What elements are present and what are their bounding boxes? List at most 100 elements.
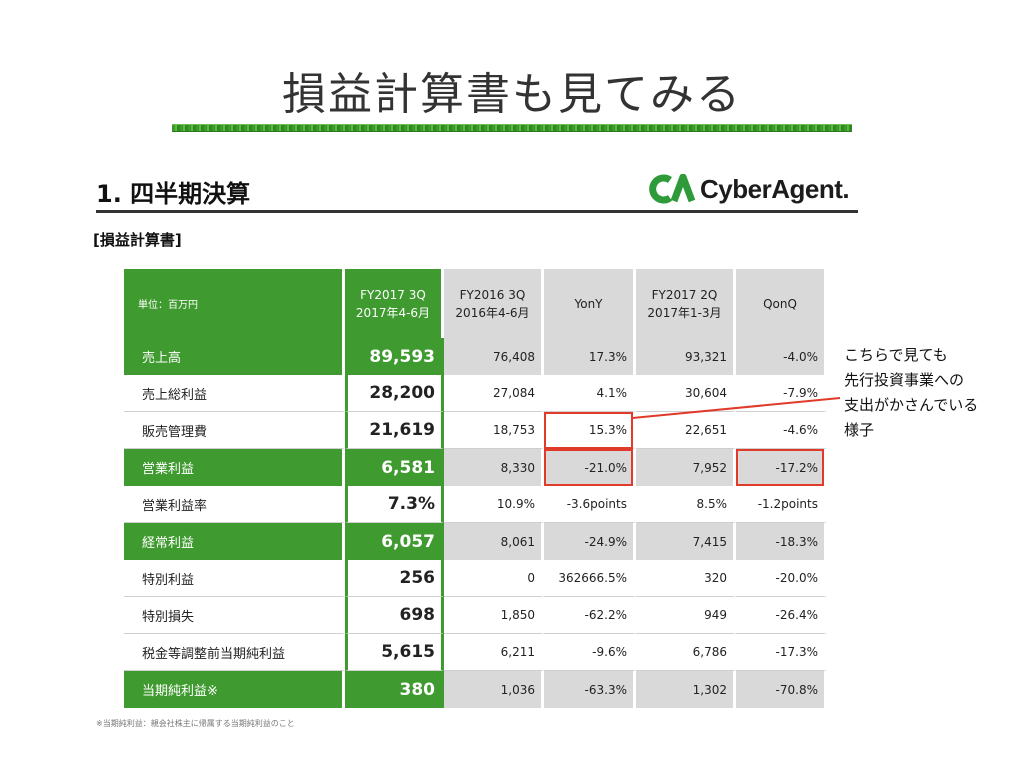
- table-cell: 8,061: [444, 523, 544, 560]
- logo-wordmark: CyberAgent.: [700, 173, 850, 204]
- header-line: 2016年4-6月: [455, 305, 530, 320]
- header-line: YonY: [574, 296, 603, 311]
- table-cell: 6,786: [636, 634, 736, 671]
- table-cell: -18.3%: [736, 523, 827, 560]
- table-cell: -26.4%: [736, 597, 827, 634]
- table-cell: 1,036: [444, 671, 544, 708]
- current-quarter-value: 21,619: [345, 412, 444, 449]
- row-label: 販売管理費: [124, 412, 345, 449]
- header-qonq: QonQ: [736, 269, 827, 338]
- header-yony: YonY: [544, 269, 636, 338]
- table-row: 売上総利益 28,200 27,084 4.1% 30,604 -7.9%: [124, 375, 827, 412]
- table-cell: 320: [636, 560, 736, 597]
- table-cell: 362666.5%: [544, 560, 636, 597]
- current-quarter-value: 256: [345, 560, 444, 597]
- current-quarter-value: 28,200: [345, 375, 444, 412]
- table-cell: -3.6points: [544, 486, 636, 523]
- row-label: 特別利益: [124, 560, 345, 597]
- table-header-row: 単位：百万円 FY2017 3Q 2017年4-6月 FY2016 3Q 2016年4-…: [124, 269, 827, 338]
- table-cell: 22,651: [636, 412, 736, 449]
- table-cell: 27,084: [444, 375, 544, 412]
- table-cell: -70.8%: [736, 671, 827, 708]
- table-cell: 949: [636, 597, 736, 634]
- income-statement-table: 単位：百万円 FY2017 3Q 2017年4-6月 FY2016 3Q 2016年4-…: [124, 269, 827, 708]
- row-label: 売上総利益: [124, 375, 345, 412]
- table-cell: -17.3%: [736, 634, 827, 671]
- section-rule: [96, 210, 858, 213]
- table-cell: -20.0%: [736, 560, 827, 597]
- header-fy2016-3q: FY2016 3Q 2016年4-6月: [444, 269, 544, 338]
- table-cell: -63.3%: [544, 671, 636, 708]
- table-row: 当期純利益※ 380 1,036 -63.3% 1,302 -70.8%: [124, 671, 827, 708]
- header-line: 単位：百万円: [138, 300, 198, 311]
- annotation-line: 支出がかさんでいる: [844, 396, 979, 414]
- table-cell: 30,604: [636, 375, 736, 412]
- table-row: 営業利益率 7.3% 10.9% -3.6points 8.5% -1.2points: [124, 486, 827, 523]
- table-row: 売上高 89,593 76,408 17.3% 93,321 -4.0%: [124, 338, 827, 375]
- current-quarter-value: 698: [345, 597, 444, 634]
- header-line: 2017年4-6月: [355, 305, 431, 320]
- table-cell: -4.0%: [736, 338, 827, 375]
- row-label: 税金等調整前当期純利益: [124, 634, 345, 671]
- slide-title: 損益計算書も見てみる: [282, 69, 742, 120]
- annotation-line: こちらで見ても: [844, 346, 948, 364]
- annotation-line: 先行投資事業への: [844, 371, 965, 389]
- current-quarter-value: 5,615: [345, 634, 444, 671]
- section-title: 1. 四半期決算: [96, 180, 251, 208]
- table-cell: 4.1%: [544, 375, 636, 412]
- annotation-line: 様子: [844, 421, 875, 439]
- header-fy2017-3q: FY2017 3Q 2017年4-6月: [345, 269, 444, 338]
- row-label: 営業利益: [124, 449, 345, 486]
- header-line: QonQ: [763, 296, 797, 311]
- cyberagent-logo: CyberAgent.: [648, 173, 850, 205]
- header-line: FY2017 3Q: [360, 287, 426, 302]
- ca-logo-icon: [649, 174, 696, 204]
- current-quarter-value: 7.3%: [345, 486, 444, 523]
- table-cell: -62.2%: [544, 597, 636, 634]
- table-footnote: ※当期純利益：親会社株主に帰属する当期純利益のこと: [96, 719, 295, 728]
- table-cell: -24.9%: [544, 523, 636, 560]
- table-cell: 8,330: [444, 449, 544, 486]
- row-label: 特別損失: [124, 597, 345, 634]
- table-cell: 15.3%: [544, 412, 636, 449]
- table-cell: -17.2%: [736, 449, 827, 486]
- header-unit: 単位：百万円: [124, 269, 345, 338]
- table-row: 経常利益 6,057 8,061 -24.9% 7,415 -18.3%: [124, 523, 827, 560]
- table-cell: 18,753: [444, 412, 544, 449]
- table-cell: 7,952: [636, 449, 736, 486]
- table-row: 税金等調整前当期純利益 5,615 6,211 -9.6% 6,786 -17.3%: [124, 634, 827, 671]
- table-row: 特別損失 698 1,850 -62.2% 949 -26.4%: [124, 597, 827, 634]
- annotation-text: こちらで見ても 先行投資事業への 支出がかさんでいる 様子: [844, 343, 1020, 443]
- current-quarter-value: 6,581: [345, 449, 444, 486]
- table-cell: 0: [444, 560, 544, 597]
- row-label: 当期純利益※: [124, 671, 345, 708]
- current-quarter-value: 89,593: [345, 338, 444, 375]
- table-cell: 10.9%: [444, 486, 544, 523]
- current-quarter-value: 6,057: [345, 523, 444, 560]
- row-label: 経常利益: [124, 523, 345, 560]
- row-label: 売上高: [124, 338, 345, 375]
- current-quarter-value: 380: [345, 671, 444, 708]
- table-row: 特別利益 256 0 362666.5% 320 -20.0%: [124, 560, 827, 597]
- table-cell: -7.9%: [736, 375, 827, 412]
- table-cell: -9.6%: [544, 634, 636, 671]
- table-row: 販売管理費 21,619 18,753 15.3% 22,651 -4.6%: [124, 412, 827, 449]
- header-line: 2017年1-3月: [647, 305, 722, 320]
- table-row: 営業利益 6,581 8,330 -21.0% 7,952 -17.2%: [124, 449, 827, 486]
- table-cell: -4.6%: [736, 412, 827, 449]
- table-cell: 76,408: [444, 338, 544, 375]
- table-body: 売上高 89,593 76,408 17.3% 93,321 -4.0% 売上総利益 28,2…: [124, 338, 827, 708]
- header-fy2017-2q: FY2017 2Q 2017年1-3月: [636, 269, 736, 338]
- row-label: 営業利益率: [124, 486, 345, 523]
- table-cell: 17.3%: [544, 338, 636, 375]
- table-cell: 7,415: [636, 523, 736, 560]
- table-cell: 8.5%: [636, 486, 736, 523]
- header-line: FY2016 3Q: [459, 287, 526, 302]
- table-cell: -21.0%: [544, 449, 636, 486]
- table-cell: 1,850: [444, 597, 544, 634]
- header-line: FY2017 2Q: [651, 287, 718, 302]
- table-cell: 93,321: [636, 338, 736, 375]
- table-cell: 1,302: [636, 671, 736, 708]
- table-cell: -1.2points: [736, 486, 827, 523]
- table-subheading: [損益計算書]: [93, 231, 182, 249]
